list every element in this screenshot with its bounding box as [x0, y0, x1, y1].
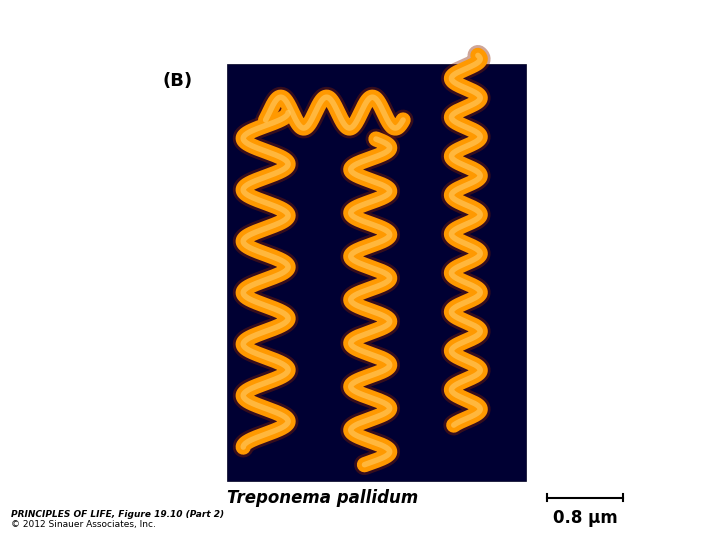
Text: Treponema pallidum: Treponema pallidum	[227, 489, 418, 507]
Text: Figure 19.10  Spirochetes Get Their Shape from Axial Filaments (Part 2): Figure 19.10 Spirochetes Get Their Shape…	[6, 8, 529, 23]
Text: 0.8 μm: 0.8 μm	[553, 509, 617, 527]
Text: © 2012 Sinauer Associates, Inc.: © 2012 Sinauer Associates, Inc.	[11, 520, 156, 529]
Text: (B): (B)	[162, 72, 192, 90]
Text: PRINCIPLES OF LIFE, Figure 19.10 (Part 2): PRINCIPLES OF LIFE, Figure 19.10 (Part 2…	[11, 510, 224, 519]
FancyBboxPatch shape	[227, 64, 526, 481]
